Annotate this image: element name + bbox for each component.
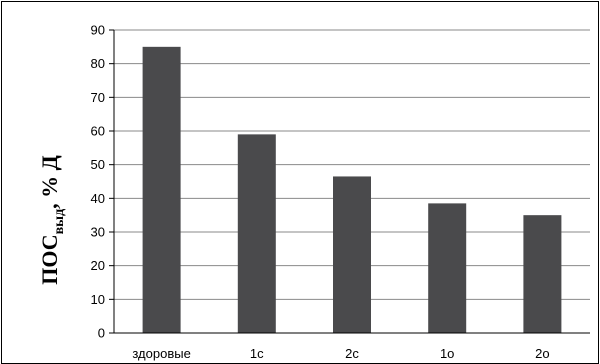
axes: [113, 30, 590, 334]
y-tick-label-50: 50: [91, 157, 105, 172]
y-tick-labels: 0 10 20 30 40 50 60 70 80 90: [91, 23, 105, 341]
x-category-labels: здоровые 1с 2с 1о 2о: [132, 346, 549, 361]
y-axis-label: ПОСвыд, % Д: [37, 155, 67, 285]
bar-5: [523, 215, 562, 333]
x-category-label-5: 2о: [535, 346, 549, 361]
y-tick-label-30: 30: [91, 225, 105, 240]
x-category-label-2: 1с: [250, 346, 264, 361]
y-axis-label-subscript: выд: [52, 209, 67, 235]
y-tick-label-10: 10: [91, 292, 105, 307]
y-axis-label-suffix: , % Д: [37, 155, 62, 209]
bar-4: [428, 203, 467, 333]
bar-2: [237, 134, 276, 333]
y-axis-label-main: ПОС: [37, 234, 62, 284]
bar-1: [142, 46, 181, 333]
bar-3: [333, 176, 371, 333]
x-category-label-4: 1о: [440, 346, 454, 361]
y-tick-label-20: 20: [91, 258, 105, 273]
x-category-label-3: 2с: [345, 346, 359, 361]
y-tick-label-90: 90: [91, 23, 105, 38]
y-tick-label-70: 70: [91, 90, 105, 105]
y-tick-label-60: 60: [91, 124, 105, 139]
y-tick-label-40: 40: [91, 191, 105, 206]
bars: [142, 46, 562, 333]
x-category-label-1: здоровые: [132, 346, 190, 361]
y-tick-label-80: 80: [91, 56, 105, 71]
y-tick-label-0: 0: [98, 326, 105, 341]
